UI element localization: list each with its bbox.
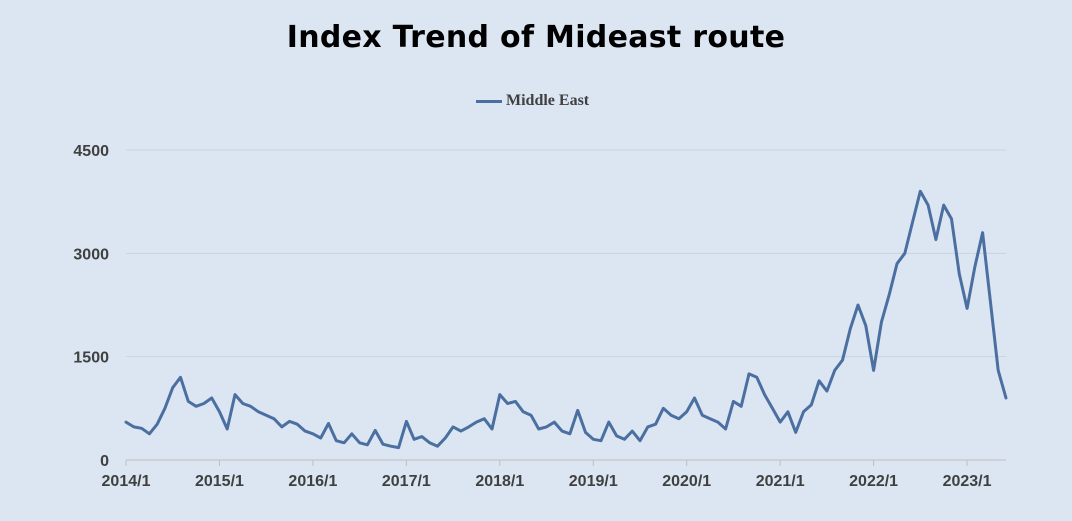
y-tick-label: 1500 [73,350,109,367]
x-tick-label: 2023/1 [943,473,992,490]
legend-label: Middle East [506,92,590,109]
x-tick-label: 2016/1 [288,473,337,490]
grid-layer [126,149,1006,358]
y-tick-label: 4500 [73,143,109,160]
x-tick-label: 2022/1 [849,473,898,490]
y-tick-label: 0 [100,453,109,470]
axis-layer [125,459,1006,466]
y-tick-label: 3000 [73,246,109,263]
x-tick-label: 2019/1 [569,473,618,490]
x-tick-label: 2021/1 [756,473,805,490]
x-tick-label: 2017/1 [382,473,431,490]
x-tick-label: 2018/1 [475,473,524,490]
chart-title: Index Trend of Mideast route [286,20,786,55]
legend-swatch [476,99,502,103]
series-layer [124,189,1008,450]
x-tick-label: 2014/1 [102,473,151,490]
x-tick-label: 2020/1 [662,473,711,490]
label-layer: 0 1500 3000 4500 2014/1 2015/1 2016/1 2017/1 201… [73,143,991,490]
legend: Middle East [476,91,589,111]
series-line-middle-east [124,189,1008,450]
x-tick-label: 2015/1 [195,473,244,490]
